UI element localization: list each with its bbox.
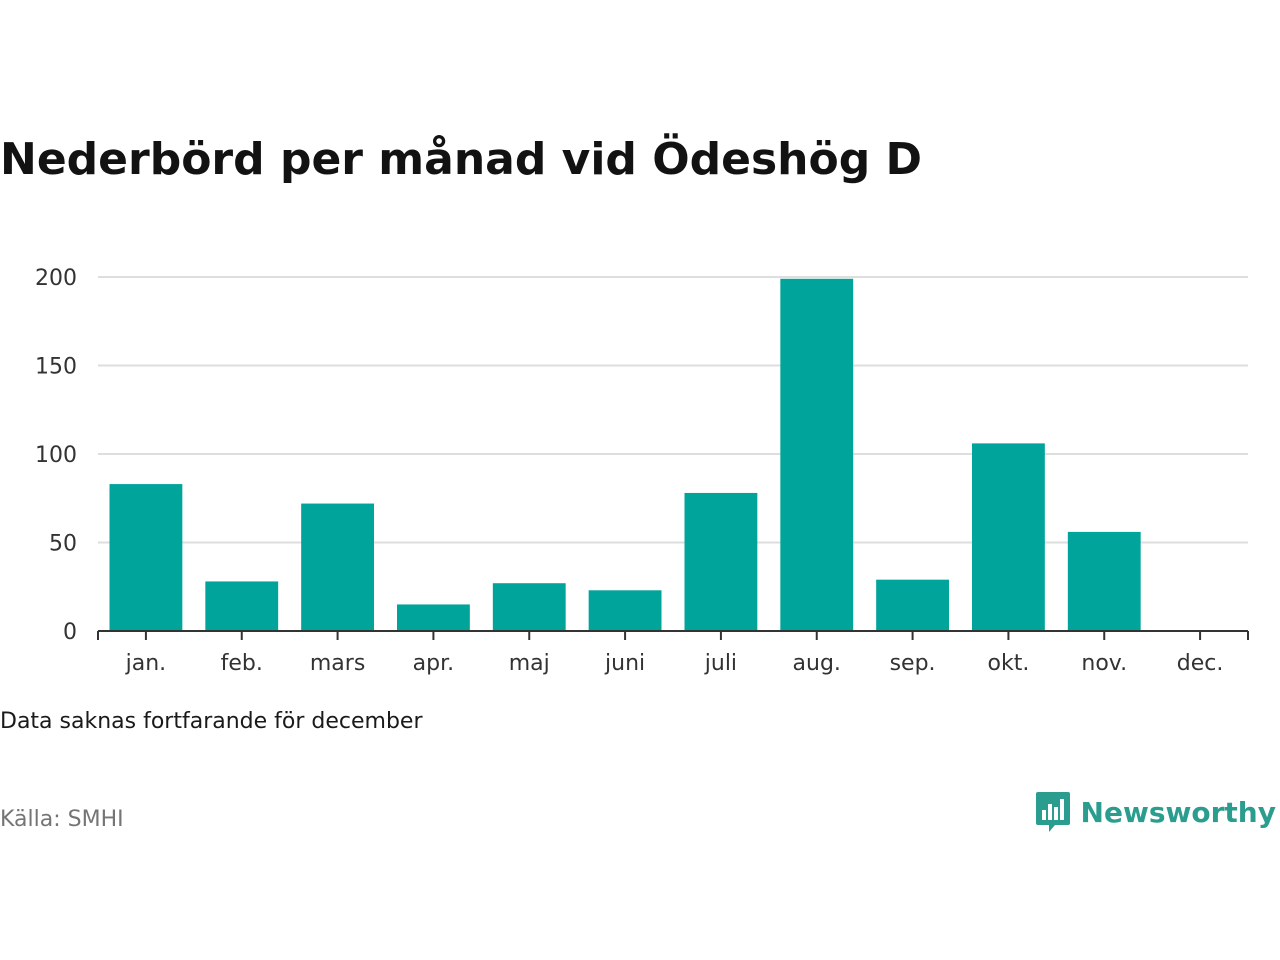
y-tick-label: 50 <box>49 532 77 557</box>
x-tick-label: sep. <box>890 651 936 676</box>
bar-nov <box>1067 531 1141 631</box>
x-tick-label: nov. <box>1081 651 1127 676</box>
brand-logo: Newsworthy <box>1035 790 1276 834</box>
x-tick-label: apr. <box>413 651 454 676</box>
source-label: Källa: SMHI <box>0 807 124 832</box>
y-tick-label: 100 <box>35 443 77 468</box>
gridlines <box>98 276 1248 544</box>
x-axis <box>97 630 1249 640</box>
y-axis-tick-labels: 0 50 100 150 200 <box>35 266 77 645</box>
x-tick-label: dec. <box>1177 651 1224 676</box>
brand-name: Newsworthy <box>1080 795 1276 829</box>
footnote: Data saknas fortfarande för december <box>0 709 423 734</box>
x-tick-label: okt. <box>988 651 1030 676</box>
bar-feb <box>205 581 279 631</box>
x-tick-label: aug. <box>793 651 841 676</box>
newsworthy-logo-icon <box>1035 792 1070 832</box>
chart-title: Nederbörd per månad vid Ödeshög D <box>0 134 923 185</box>
x-tick-label: juni <box>604 651 645 676</box>
x-axis-tick-labels: jan. feb. mars apr. maj juni juli aug. sep. okt. n… <box>125 651 1224 676</box>
bar-okt <box>972 443 1045 631</box>
x-tick-label: juli <box>704 651 737 676</box>
x-tick-label: mars <box>310 651 365 676</box>
bar-sep <box>876 579 949 631</box>
bar-aug <box>780 278 854 631</box>
bar-jan <box>109 484 183 631</box>
bar-chart: 0 50 100 150 200 jan. feb. mars apr. maj juni juli… <box>35 266 1249 676</box>
x-tick-label: feb. <box>221 651 263 676</box>
bar-maj <box>492 583 566 631</box>
x-tick-label: jan. <box>125 651 167 676</box>
bar-mars <box>301 503 374 631</box>
y-tick-label: 0 <box>63 620 77 645</box>
bar-juli <box>684 492 758 631</box>
bar-apr <box>397 604 470 631</box>
y-tick-label: 200 <box>35 266 77 291</box>
bars <box>109 278 1141 631</box>
x-tick-label: maj <box>509 651 550 676</box>
bar-juni <box>588 590 662 631</box>
y-tick-label: 150 <box>35 355 77 380</box>
